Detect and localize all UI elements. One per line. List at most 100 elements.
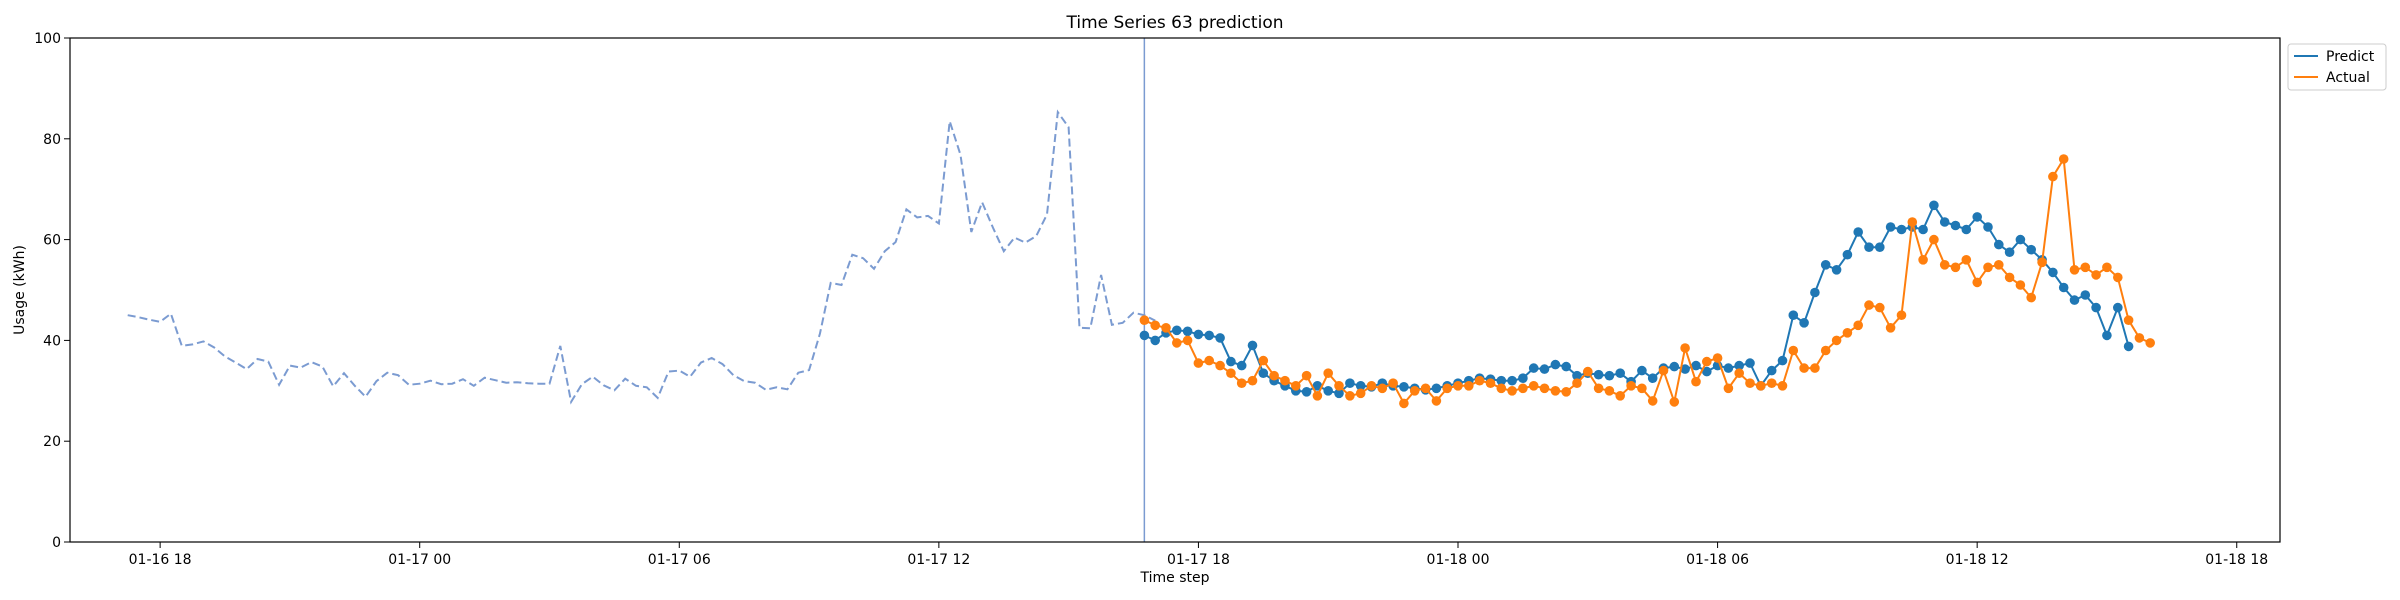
actual-point-87 — [2080, 262, 2091, 273]
y-tick-label-5: 100 — [34, 31, 61, 47]
actual-point-24 — [1399, 398, 1409, 409]
actual-point-93 — [2145, 338, 2155, 348]
actual-point-92 — [2134, 333, 2145, 343]
actual-point-80 — [2004, 272, 2015, 283]
predict-point-59 — [1777, 355, 1788, 366]
predict-point-75 — [1950, 220, 1961, 231]
actual-point-27 — [1431, 396, 1442, 406]
predict-point-73 — [1929, 200, 1939, 211]
actual-point-62 — [1810, 363, 1820, 373]
history-line — [127, 109, 1156, 405]
predict-point-7 — [1215, 333, 1225, 343]
actual-point-12 — [1269, 370, 1279, 381]
actual-point-10 — [1247, 375, 1258, 386]
actual-point-84 — [2048, 171, 2058, 182]
actual-point-75 — [1950, 262, 1961, 273]
actual-point-50 — [1680, 343, 1690, 353]
predict-point-56 — [1745, 358, 1755, 368]
x-tick-label-4: 01-17 18 — [1167, 552, 1230, 568]
actual-point-70 — [1896, 310, 1907, 321]
actual-point-59 — [1777, 381, 1788, 391]
actual-point-43 — [1604, 386, 1615, 396]
actual-point-52 — [1702, 356, 1712, 367]
predict-point-88 — [2091, 302, 2101, 313]
predict-point-42 — [1593, 369, 1604, 380]
predict-point-64 — [1831, 265, 1842, 275]
history-series — [127, 109, 1156, 405]
x-tick-label-6: 01-18 06 — [1686, 552, 1749, 568]
actual-point-91 — [2123, 315, 2134, 326]
actual-point-30 — [1464, 381, 1474, 391]
predict-point-0 — [1139, 330, 1150, 341]
actual-point-46 — [1637, 383, 1647, 394]
predict-point-15 — [1301, 387, 1312, 397]
actual-point-14 — [1291, 381, 1301, 391]
actual-point-58 — [1766, 378, 1777, 389]
predict-point-74 — [1939, 217, 1950, 227]
actual-point-1 — [1150, 320, 1160, 331]
predict-point-87 — [2080, 290, 2091, 300]
actual-point-54 — [1723, 383, 1734, 394]
predict-point-24 — [1399, 382, 1409, 392]
predict-point-1 — [1150, 335, 1160, 346]
actual-point-40 — [1572, 378, 1582, 389]
predict-point-49 — [1669, 361, 1680, 372]
actual-point-76 — [1961, 254, 1972, 265]
predict-point-62 — [1810, 287, 1820, 298]
predict-point-3 — [1172, 325, 1182, 336]
actual-point-5 — [1193, 358, 1204, 368]
actual-point-42 — [1593, 383, 1604, 394]
actual-point-34 — [1507, 386, 1517, 396]
actual-point-71 — [1907, 217, 1918, 227]
actual-point-81 — [2015, 280, 2026, 290]
predict-point-80 — [2004, 247, 2015, 257]
y-tick-label-3: 60 — [43, 233, 61, 249]
actual-point-19 — [1345, 391, 1355, 401]
predict-point-33 — [1496, 375, 1507, 386]
actual-point-49 — [1669, 397, 1680, 407]
predict-point-52 — [1702, 366, 1712, 377]
predict-point-9 — [1236, 360, 1247, 371]
actual-point-21 — [1366, 381, 1377, 391]
actual-point-36 — [1528, 381, 1539, 391]
actual-point-28 — [1442, 383, 1452, 394]
predict-point-54 — [1723, 363, 1734, 373]
legend: Predict Actual — [2287, 43, 2387, 91]
actual-point-15 — [1301, 370, 1312, 381]
predict-point-69 — [1885, 222, 1896, 232]
plot-frame — [69, 37, 2281, 543]
actual-point-63 — [1820, 345, 1831, 356]
actual-point-51 — [1691, 376, 1701, 387]
predict-point-58 — [1766, 365, 1777, 376]
predict-point-81 — [2015, 234, 2026, 245]
actual-line — [1143, 155, 2151, 406]
predict-point-90 — [2113, 302, 2123, 313]
actual-point-8 — [1226, 368, 1236, 379]
actual-point-37 — [1539, 383, 1550, 394]
actual-point-45 — [1626, 381, 1636, 391]
actual-point-74 — [1939, 260, 1950, 270]
actual-point-65 — [1842, 328, 1853, 338]
actual-point-23 — [1388, 378, 1398, 389]
actual-point-4 — [1182, 335, 1193, 346]
predict-point-16 — [1312, 381, 1323, 391]
predict-point-8 — [1226, 356, 1236, 367]
predict-point-5 — [1193, 329, 1204, 340]
actual-point-25 — [1409, 386, 1420, 396]
predict-point-89 — [2102, 330, 2112, 341]
actual-point-83 — [2037, 257, 2047, 268]
actual-point-66 — [1853, 320, 1863, 331]
y-tick-label-1: 20 — [43, 434, 61, 450]
predict-point-17 — [1323, 386, 1333, 396]
chart-title: Time Series 63 prediction — [1065, 13, 1283, 33]
predict-point-47 — [1647, 373, 1658, 384]
predict-point-44 — [1615, 368, 1625, 379]
actual-point-89 — [2102, 262, 2112, 273]
actual-point-26 — [1420, 383, 1431, 394]
predict-point-40 — [1572, 370, 1582, 381]
predict-point-63 — [1820, 260, 1831, 270]
actual-point-44 — [1615, 391, 1625, 401]
predict-point-91 — [2123, 341, 2134, 352]
actual-point-0 — [1139, 315, 1150, 326]
